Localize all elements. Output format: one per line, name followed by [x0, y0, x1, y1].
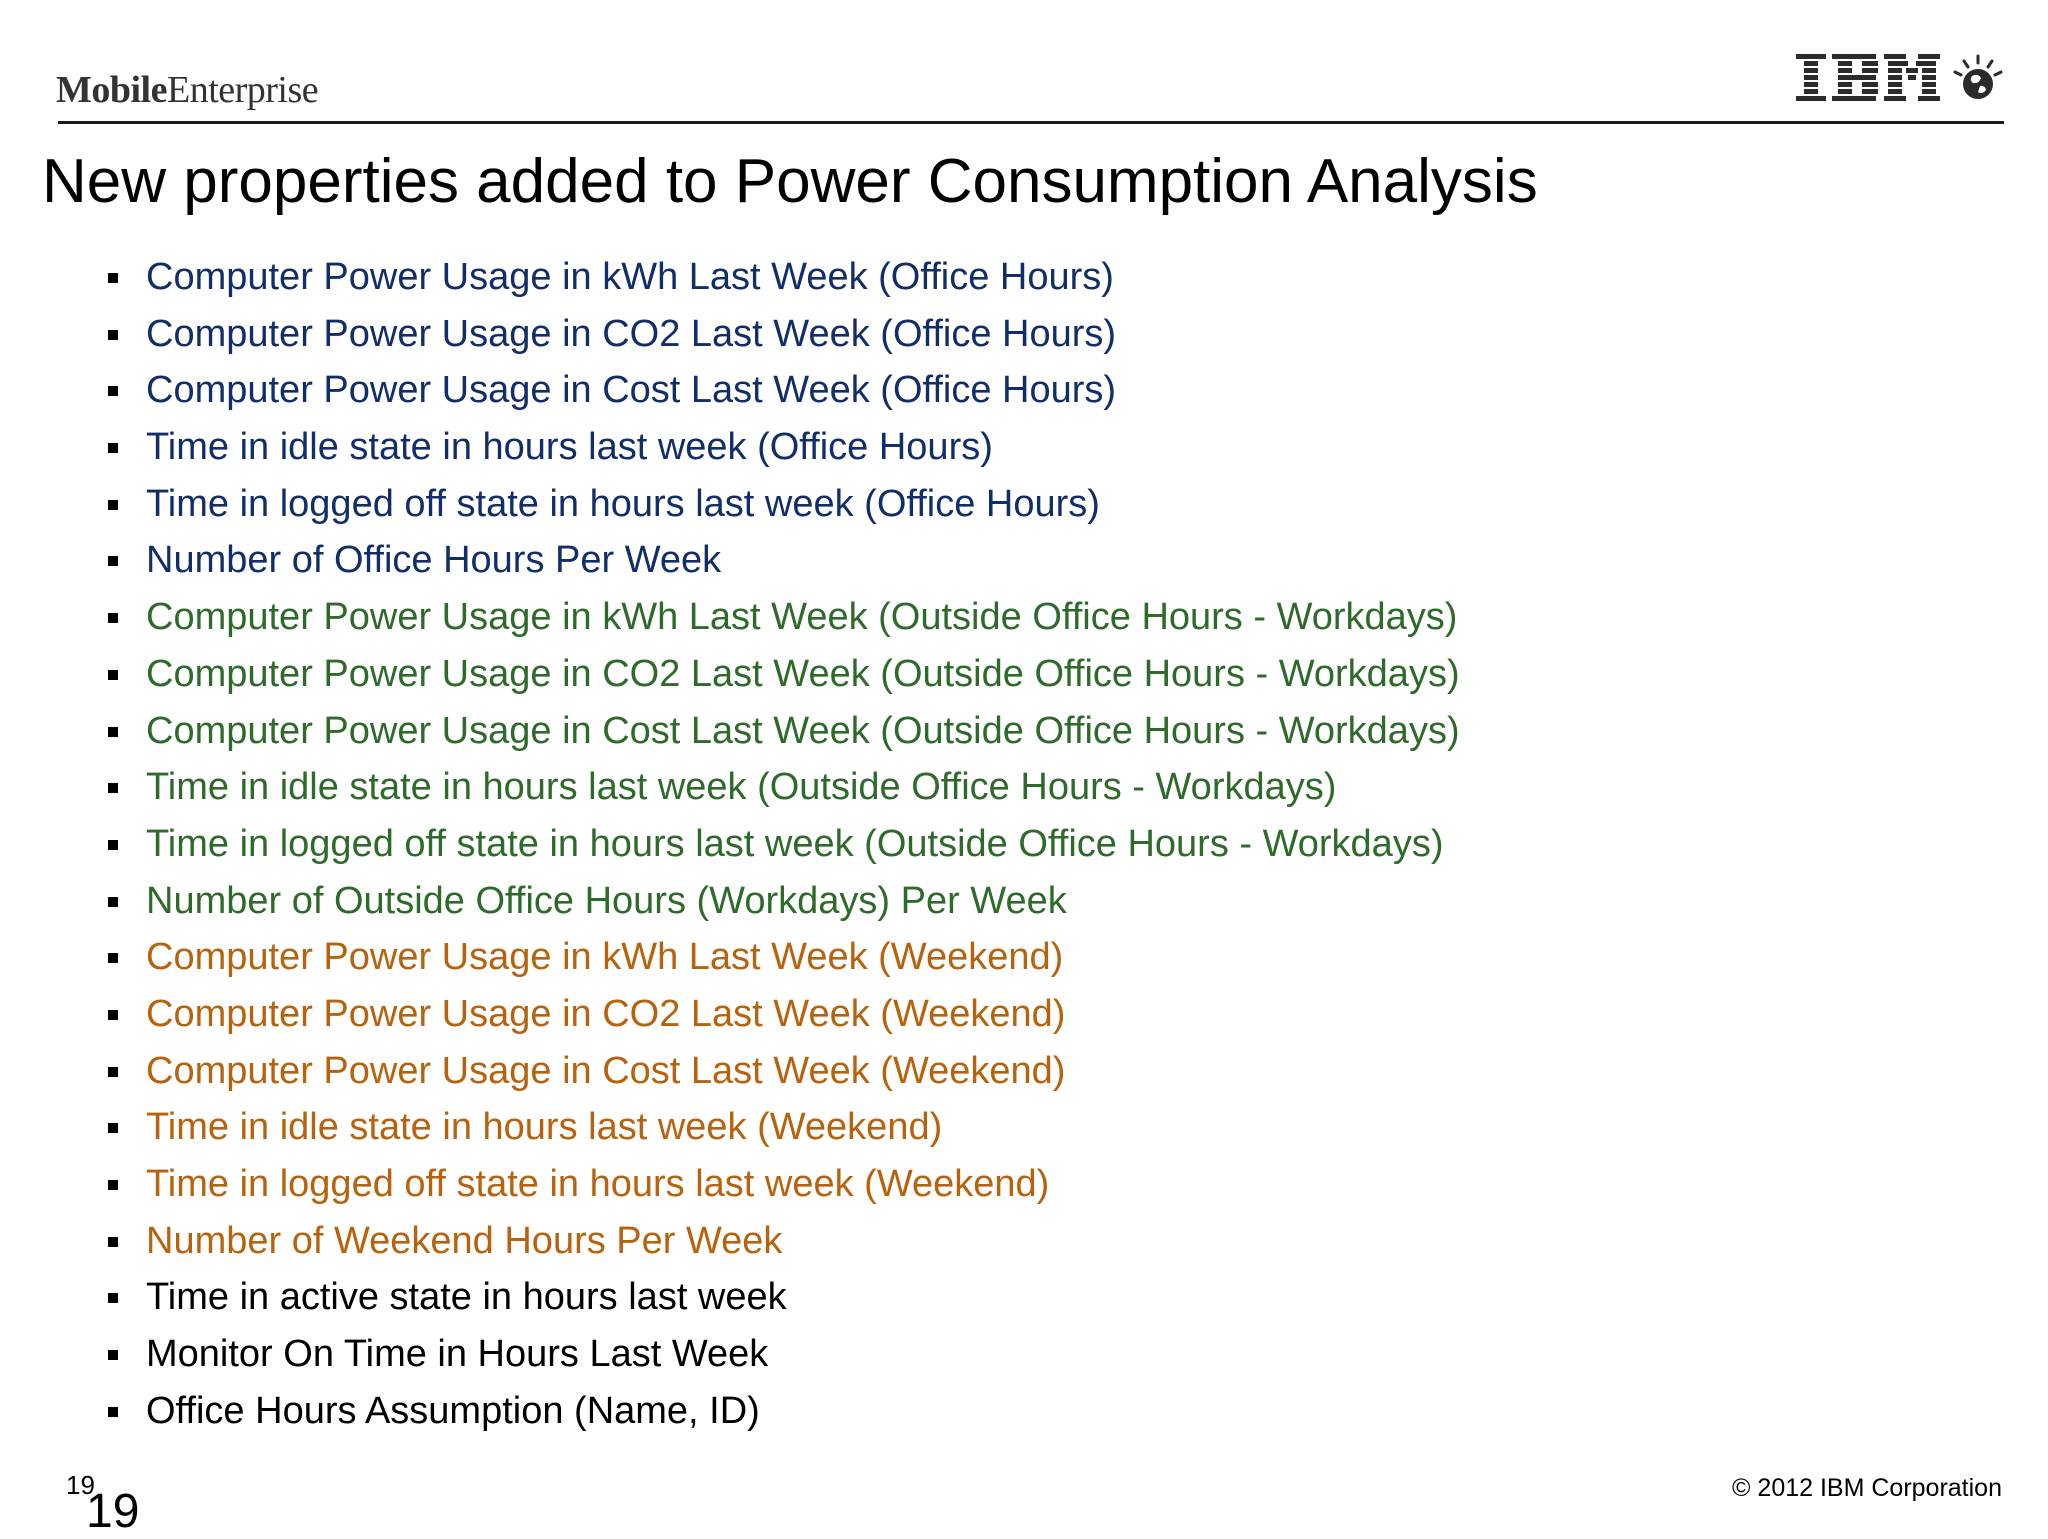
bullet-item: Office Hours Assumption (Name, ID): [108, 1388, 1460, 1445]
bullet-list: Computer Power Usage in kWh Last Week (O…: [108, 254, 1460, 1444]
bullet-text: Time in idle state in hours last week (O…: [146, 426, 993, 469]
bullet-item: Time in idle state in hours last week (O…: [108, 424, 1460, 481]
bullet-text: Computer Power Usage in CO2 Last Week (O…: [146, 312, 1117, 355]
bullet-text: Time in logged off state in hours last w…: [146, 482, 1100, 525]
bullet-square-icon: [108, 896, 118, 907]
bullet-square-icon: [108, 1350, 118, 1361]
bullet-item: Time in logged off state in hours last w…: [108, 1161, 1460, 1218]
bullet-square-icon: [108, 329, 118, 340]
bullet-text: Monitor On Time in Hours Last Week: [146, 1333, 769, 1376]
bullet-square-icon: [108, 839, 118, 850]
bullet-square-icon: [108, 386, 118, 397]
bullet-item: Number of Office Hours Per Week: [108, 537, 1460, 594]
bullet-text: Computer Power Usage in CO2 Last Week (W…: [146, 992, 1066, 1035]
bullet-text: Computer Power Usage in Cost Last Week (…: [146, 709, 1460, 752]
bullet-item: Time in logged off state in hours last w…: [108, 481, 1460, 538]
bullet-square-icon: [108, 443, 118, 454]
bullet-square-icon: [108, 1406, 118, 1417]
bullet-square-icon: [108, 726, 118, 737]
bullet-square-icon: [108, 783, 118, 794]
bullet-text: Number of Office Hours Per Week: [146, 539, 722, 582]
bullet-text: Computer Power Usage in kWh Last Week (W…: [146, 936, 1064, 979]
page-number-small: 19: [66, 1470, 95, 1500]
bullet-text: Computer Power Usage in kWh Last Week (O…: [146, 596, 1458, 639]
bullet-text: Computer Power Usage in Cost Last Week (…: [146, 1049, 1066, 1092]
bullet-square-icon: [108, 1236, 118, 1247]
bullet-item: Computer Power Usage in CO2 Last Week (W…: [108, 991, 1460, 1048]
bullet-item: Number of Outside Office Hours (Workdays…: [108, 878, 1460, 935]
bullet-item: Computer Power Usage in Cost Last Week (…: [108, 708, 1460, 765]
bullet-text: Number of Weekend Hours Per Week: [146, 1219, 783, 1262]
bullet-text: Time in idle state in hours last week (W…: [146, 1106, 943, 1149]
bullet-square-icon: [108, 1009, 118, 1020]
bullet-text: Computer Power Usage in kWh Last Week (O…: [146, 256, 1114, 298]
brand-regular: Enterprise: [166, 69, 319, 111]
bullet-square-icon: [108, 953, 118, 964]
bullet-square-icon: [108, 499, 118, 510]
copyright-notice: © 2012 IBM Corporation: [1732, 1474, 2002, 1502]
bullet-text: Office Hours Assumption (Name, ID): [146, 1389, 760, 1432]
bullet-item: Monitor On Time in Hours Last Week: [108, 1331, 1460, 1388]
globe-icon: [1953, 54, 2003, 99]
bullet-square-icon: [108, 669, 118, 680]
bullet-text: Time in active state in hours last week: [146, 1276, 787, 1319]
header-divider: [58, 121, 2004, 124]
bullet-square-icon: [108, 613, 118, 624]
bullet-item: Time in logged off state in hours last w…: [108, 821, 1460, 878]
bullet-item: Computer Power Usage in Cost Last Week (…: [108, 367, 1460, 424]
bullet-square-icon: [108, 1066, 118, 1077]
bullet-item: Computer Power Usage in CO2 Last Week (O…: [108, 651, 1460, 708]
bullet-item: Time in idle state in hours last week (O…: [108, 764, 1460, 821]
bullet-text: Number of Outside Office Hours (Workdays…: [146, 879, 1067, 922]
bullet-item: Number of Weekend Hours Per Week: [108, 1218, 1460, 1275]
brand-wordmark: MobileEnterprise: [56, 68, 319, 112]
bullet-square-icon: [108, 1180, 118, 1190]
bullet-text: Computer Power Usage in CO2 Last Week (O…: [146, 652, 1460, 695]
slide-title: New properties added to Power Consumptio…: [42, 147, 1538, 216]
bullet-square-icon: [108, 1123, 118, 1134]
bullet-item: Time in active state in hours last week: [108, 1274, 1460, 1331]
bullet-item: Computer Power Usage in Cost Last Week (…: [108, 1048, 1460, 1105]
bullet-text: Time in idle state in hours last week (O…: [146, 766, 1337, 809]
bullet-square-icon: [108, 1293, 118, 1304]
bullet-item: Computer Power Usage in CO2 Last Week (O…: [108, 311, 1460, 368]
bullet-item: Computer Power Usage in kWh Last Week (O…: [108, 254, 1460, 311]
bullet-square-icon: [108, 273, 118, 283]
bullet-item: Computer Power Usage in kWh Last Week (W…: [108, 934, 1460, 991]
page-number: 19: [86, 1485, 140, 1538]
bullet-item: Time in idle state in hours last week (W…: [108, 1104, 1460, 1161]
bullet-text: Computer Power Usage in Cost Last Week (…: [146, 369, 1117, 412]
bullet-item: Computer Power Usage in kWh Last Week (O…: [108, 594, 1460, 651]
brand-bold: Mobile: [56, 69, 167, 111]
bullet-square-icon: [108, 556, 118, 567]
bullet-text: Time in logged off state in hours last w…: [146, 1163, 1050, 1205]
ibm-logo-icon: [1796, 54, 2003, 101]
bullet-text: Time in logged off state in hours last w…: [146, 822, 1444, 865]
